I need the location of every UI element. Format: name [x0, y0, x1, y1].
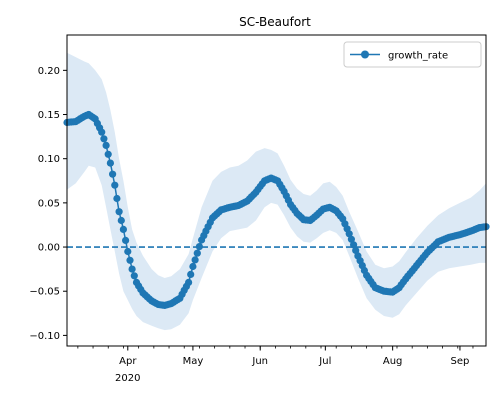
confidence-band	[67, 52, 486, 331]
x-tick-label-1: May	[183, 356, 204, 367]
growth-rate-point-22	[111, 181, 119, 189]
x-tick-label-5: Sep	[451, 356, 470, 367]
x-tick-label-2: Jun	[251, 356, 268, 367]
growth-rate-point-28	[124, 247, 132, 256]
growth-rate-point-133	[352, 246, 360, 254]
growth-rate-point-56	[185, 278, 193, 286]
x-tick-label-3: Jul	[318, 356, 331, 367]
y-tick-label-4: 0.00	[38, 243, 60, 254]
y-tick-label-6: −0.10	[29, 331, 60, 342]
growth-rate-point-29	[126, 256, 134, 264]
legend-label: growth_rate	[388, 51, 448, 62]
growth-rate-point-17	[100, 135, 108, 143]
y-tick-label-1: 0.15	[38, 110, 60, 121]
growth-rate-point-58	[189, 262, 197, 271]
growth-rate-point-24	[115, 208, 123, 216]
growth-rate-point-20	[106, 159, 114, 167]
growth-rate-point-130	[345, 230, 353, 238]
growth-rate-point-59	[191, 256, 199, 264]
growth-rate-point-57	[187, 270, 195, 278]
axes-frame	[66, 34, 487, 347]
growth-rate-point-30	[128, 265, 136, 273]
growth-rate-point-31	[130, 272, 138, 280]
growth-rate-point-60	[193, 249, 201, 257]
y-tick-label-0: 0.20	[38, 66, 60, 77]
growth-rate-point-26	[119, 225, 127, 233]
plot-area: 0.20 0.15 0.10 0.05 0.00 −0.05 −0.10 Apr 2020 May…	[29, 34, 490, 384]
y-tick-label-3: 0.05	[38, 198, 60, 209]
legend-marker-swatch	[361, 50, 369, 59]
growth-rate-point-132	[350, 241, 358, 249]
chart-title: SC-Beaufort	[239, 15, 311, 29]
x-tick-label-0: Apr	[119, 356, 137, 367]
x-tick-sublabel-0: 2020	[115, 373, 140, 384]
growth-rate-point-25	[117, 216, 125, 225]
growth-rate-point-27	[122, 236, 130, 244]
y-tick-label-2: 0.10	[38, 154, 60, 165]
growth-rate-point-21	[109, 170, 117, 178]
x-tick-label-4: Aug	[383, 356, 403, 367]
growth-rate-point-16	[98, 128, 106, 136]
growth-rate-point-18	[102, 141, 110, 149]
growth-rate-point-131	[347, 235, 355, 243]
growth-rate-point-23	[113, 194, 121, 203]
legend-box	[343, 41, 482, 68]
y-tick-label-5: −0.05	[29, 287, 60, 298]
growth-rate-point-19	[104, 150, 112, 158]
growth-rate-point-61	[195, 243, 203, 251]
